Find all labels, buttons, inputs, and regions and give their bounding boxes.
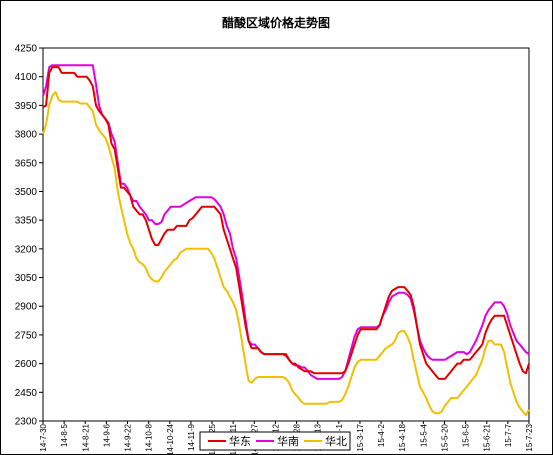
x-tick-label: 14-9-6 (102, 423, 111, 447)
series-line-华东 (42, 66, 530, 380)
plot-area (42, 47, 530, 422)
y-tick-label: 3050 (15, 273, 38, 284)
y-tick-label: 2300 (15, 417, 38, 428)
x-tick-label: 14-8-21 (81, 423, 90, 451)
legend: 华东 华南 华北 (199, 431, 351, 451)
legend-box (199, 431, 351, 451)
y-tick-label: 3500 (15, 187, 38, 198)
series-line-华南 (42, 64, 530, 380)
x-tick-label: 14-7-30 (39, 423, 48, 451)
series-layer (42, 64, 530, 417)
legend-label: 华北 (325, 434, 347, 448)
y-tick-label: 4250 (15, 44, 38, 55)
x-tick-label: 15-5-4 (419, 423, 428, 447)
y-tick-label: 3800 (15, 130, 38, 141)
y-tick-label: 3650 (15, 158, 38, 169)
x-tick-label: 15-7-7 (504, 423, 513, 447)
y-tick-label: 2600 (15, 359, 38, 370)
x-tick-label: 15-4-2 (377, 423, 386, 447)
y-tick-label: 3350 (15, 216, 38, 227)
y-tick-label: 2750 (15, 330, 38, 341)
x-tick-label: 15-6-5 (462, 423, 471, 447)
legend-label: 华东 (229, 434, 251, 448)
y-tick-label: 3950 (15, 101, 38, 112)
x-tick-label: 15-3-17 (356, 423, 365, 451)
x-tick-label: 15-4-18 (398, 423, 407, 451)
x-tick-label: 14-9-22 (124, 423, 133, 451)
y-tick-label: 2900 (15, 302, 38, 313)
y-tick-label: 3200 (15, 244, 38, 255)
y-tick-label: 4100 (15, 72, 38, 83)
x-tick-label: 14-11-9 (187, 423, 196, 451)
x-tick-label: 14-8-5 (60, 423, 69, 447)
series-line-华北 (42, 91, 530, 417)
x-tick-label: 15-5-20 (440, 423, 449, 451)
x-tick-label: 15-6-21 (483, 423, 492, 451)
chart-title: 醋酸区域价格走势图 (222, 15, 330, 30)
x-tick-label: 15-7-23 (525, 423, 534, 451)
x-tick-label: 14-10-8 (145, 423, 154, 451)
axes: 2300 2450 2600 2750 2900 3050 3200 3350 3500 3650… (15, 44, 534, 455)
x-tick-label: 14-10-24 (166, 423, 175, 455)
y-tick-label: 2450 (15, 388, 38, 399)
legend-label: 华南 (277, 434, 299, 448)
